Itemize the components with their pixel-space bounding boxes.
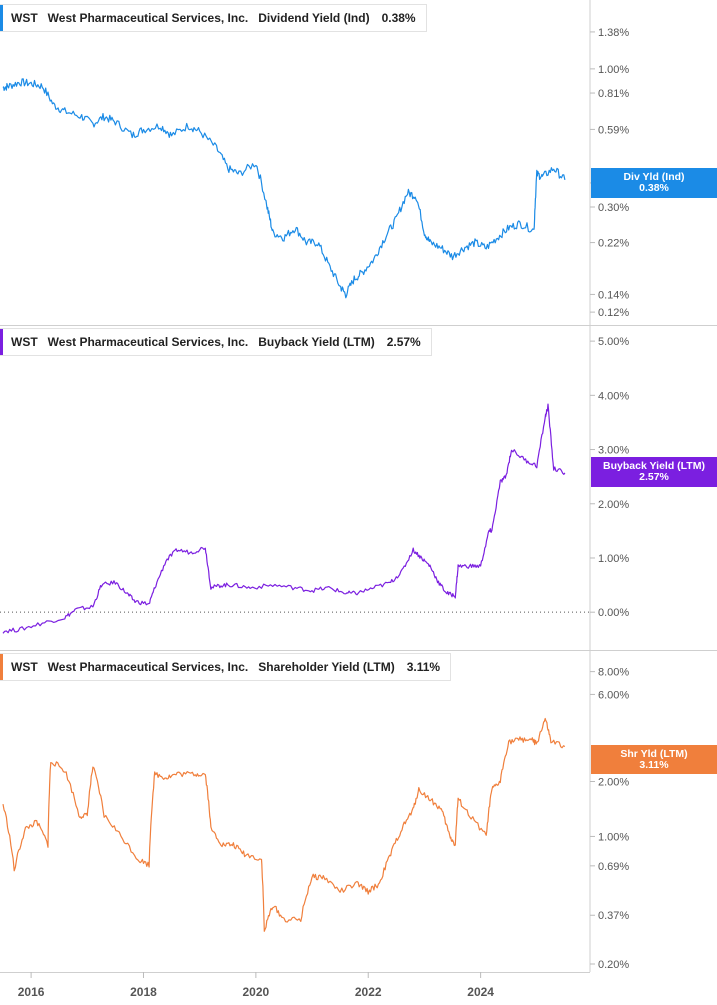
legend-ticker: WST xyxy=(11,660,38,674)
x-tick-label: 2018 xyxy=(130,985,157,999)
y-tick-label: 8.00% xyxy=(598,667,629,679)
series-color-swatch xyxy=(0,5,3,31)
y-tick-label: 0.30% xyxy=(598,202,629,214)
series-line xyxy=(2,403,566,634)
series-color-swatch xyxy=(0,329,3,355)
legend-ticker: WST xyxy=(11,335,38,349)
legend-current-value: 2.57% xyxy=(386,335,421,349)
y-tick-label: 0.12% xyxy=(598,307,629,319)
y-tick-label: 5.00% xyxy=(598,336,629,348)
tag-value: 2.57% xyxy=(639,471,669,483)
current-value-tag-buyback: Buyback Yield (LTM) 2.57% xyxy=(591,457,717,487)
legend-shareholder-yield: WST West Pharmaceutical Services, Inc. S… xyxy=(0,653,452,681)
tag-label: Buyback Yield (LTM) xyxy=(603,460,705,472)
y-tick-label: 0.14% xyxy=(598,289,629,301)
legend-current-value: 3.11% xyxy=(406,660,441,674)
x-tick-label: 2022 xyxy=(355,985,382,999)
current-value-tag-dividend: Div Yld (Ind) 0.38% xyxy=(591,168,717,198)
y-tick-label: 1.38% xyxy=(598,27,629,39)
y-tick-label: 2.00% xyxy=(598,499,629,511)
y-tick-label: 1.00% xyxy=(598,831,629,843)
y-tick-label: 1.00% xyxy=(598,553,629,565)
legend-metric: Shareholder Yield (LTM) xyxy=(258,660,395,674)
series-color-swatch xyxy=(0,654,3,680)
y-tick-label: 0.81% xyxy=(598,88,629,100)
y-tick-label: 0.59% xyxy=(598,124,629,136)
tag-label: Div Yld (Ind) xyxy=(623,171,685,183)
y-tick-label: 0.69% xyxy=(598,861,629,873)
legend-company: West Pharmaceutical Services, Inc. xyxy=(47,660,249,674)
x-tick-label: 2024 xyxy=(467,985,494,999)
legend-company: West Pharmaceutical Services, Inc. xyxy=(47,335,249,349)
y-tick-label: 0.37% xyxy=(598,910,629,922)
current-value-tag-shareholder: Shr Yld (LTM) 3.11% xyxy=(591,745,717,774)
y-tick-label: 0.22% xyxy=(598,238,629,250)
tag-label: Shr Yld (LTM) xyxy=(620,747,688,760)
x-tick-label: 2020 xyxy=(243,985,270,999)
y-tick-label: 2.00% xyxy=(598,776,629,788)
legend-company: West Pharmaceutical Services, Inc. xyxy=(47,11,249,25)
y-tick-label: 6.00% xyxy=(598,689,629,701)
y-tick-label: 4.00% xyxy=(598,390,629,402)
series-line xyxy=(2,78,566,299)
tag-value: 0.38% xyxy=(639,182,669,194)
legend-metric: Dividend Yield (Ind) xyxy=(258,11,370,25)
legend-metric: Buyback Yield (LTM) xyxy=(258,335,375,349)
y-tick-label: 3.00% xyxy=(598,445,629,457)
y-tick-label: 0.20% xyxy=(598,959,629,971)
series-line xyxy=(2,717,566,932)
legend-dividend-yield: WST West Pharmaceutical Services, Inc. D… xyxy=(0,4,427,32)
y-tick-label: 0.00% xyxy=(598,607,629,619)
legend-buyback-yield: WST West Pharmaceutical Services, Inc. B… xyxy=(0,328,432,356)
x-tick-label: 2016 xyxy=(18,985,45,999)
y-tick-label: 1.00% xyxy=(598,64,629,76)
legend-current-value: 0.38% xyxy=(381,11,416,25)
legend-ticker: WST xyxy=(11,11,38,25)
tag-value: 3.11% xyxy=(639,758,669,771)
